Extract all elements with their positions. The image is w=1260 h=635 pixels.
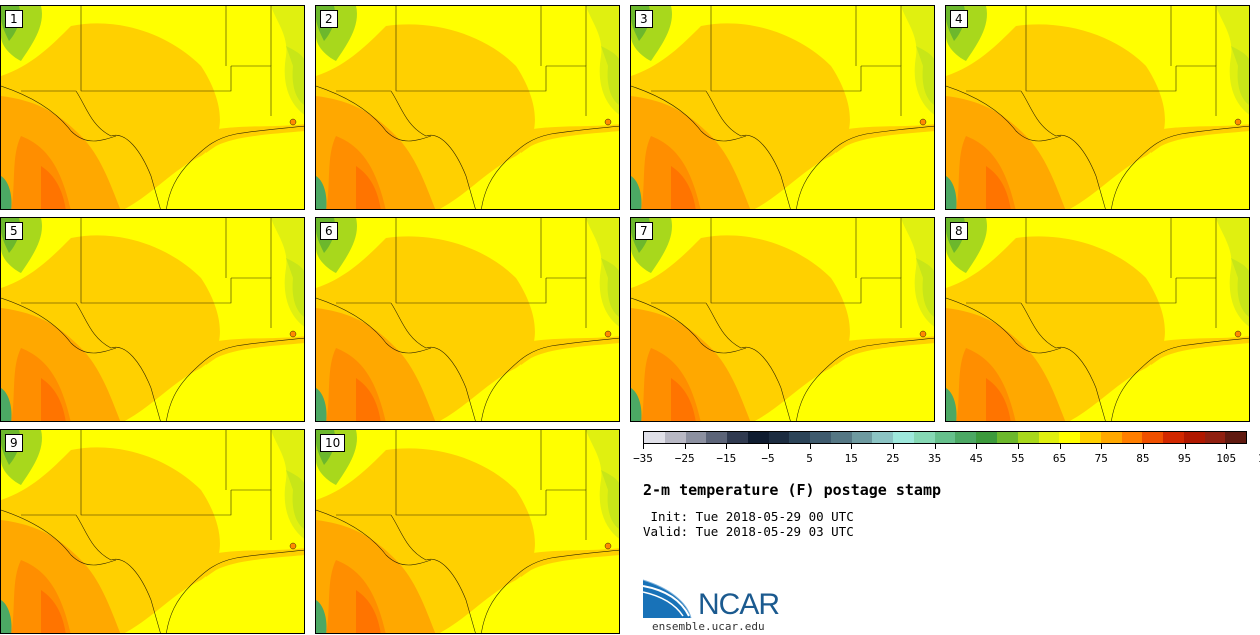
colorbar-tick xyxy=(976,444,978,449)
colorbar-swatch xyxy=(789,432,811,443)
colorbar-swatch xyxy=(685,432,707,443)
colorbar-tick-label: 15 xyxy=(844,452,858,465)
colorbar-tick xyxy=(1017,444,1019,449)
colorbar-swatch xyxy=(810,432,831,443)
colorbar-tick-label: 95 xyxy=(1177,452,1192,465)
map-panel-10: 10 xyxy=(315,429,620,634)
colorbar-swatch xyxy=(727,432,748,443)
colorbar-swatch xyxy=(1100,432,1122,443)
panel-number-label: 7 xyxy=(635,222,653,240)
temperature-colorbar xyxy=(643,431,1247,444)
colorbar-tick-label: −35 xyxy=(633,452,653,465)
colorbar-swatch xyxy=(955,432,977,443)
colorbar-swatch xyxy=(1183,432,1205,443)
colorbar-tick xyxy=(684,444,686,449)
ensemble-url[interactable]: ensemble.ucar.edu xyxy=(652,620,765,633)
colorbar-swatch xyxy=(706,432,728,443)
colorbar-swatch xyxy=(664,432,686,443)
valid-time: Valid: Tue 2018-05-29 03 UTC xyxy=(643,524,854,539)
panel-number-label: 6 xyxy=(320,222,338,240)
colorbar-swatch xyxy=(747,432,769,443)
colorbar-swatch xyxy=(1225,432,1247,443)
colorbar-tick-label: 35 xyxy=(927,452,942,465)
colorbar-tick xyxy=(643,444,644,449)
init-time: Init: Tue 2018-05-29 00 UTC xyxy=(643,509,854,524)
panel-number-label: 3 xyxy=(635,10,653,28)
colorbar-swatch xyxy=(997,432,1018,443)
map-panel-7: 7 xyxy=(630,217,935,422)
panel-number-label: 4 xyxy=(950,10,968,28)
colorbar-tick-label: −15 xyxy=(716,452,737,465)
colorbar-tick xyxy=(1142,444,1144,449)
colorbar-tick-label: −5 xyxy=(761,452,775,465)
colorbar-tick-label: −25 xyxy=(674,452,695,465)
colorbar-swatch xyxy=(1080,432,1101,443)
colorbar-swatch xyxy=(1059,432,1081,443)
colorbar-swatch xyxy=(1204,432,1226,443)
colorbar-swatch xyxy=(976,432,998,443)
colorbar-swatch xyxy=(644,432,665,443)
colorbar-swatch xyxy=(934,432,956,443)
colorbar-tick xyxy=(1184,444,1186,449)
colorbar-swatch xyxy=(1163,432,1184,443)
colorbar-tick-label: 25 xyxy=(886,452,900,465)
map-panel-5: 5 xyxy=(0,217,305,422)
colorbar-tick xyxy=(1226,444,1228,449)
colorbar-tick-label: 85 xyxy=(1136,452,1150,465)
map-panel-4: 4 xyxy=(945,5,1250,210)
ncar-logo-text: NCAR xyxy=(698,588,780,621)
colorbar-tick xyxy=(767,444,769,449)
colorbar-swatch xyxy=(913,432,935,443)
colorbar-tick xyxy=(1059,444,1061,449)
map-panel-3: 3 xyxy=(630,5,935,210)
panel-number-label: 5 xyxy=(5,222,23,240)
colorbar-tick xyxy=(851,444,853,449)
panel-number-label: 2 xyxy=(320,10,338,28)
colorbar-tick xyxy=(809,444,811,449)
colorbar-swatch xyxy=(1017,432,1039,443)
map-panel-1: 1 xyxy=(0,5,305,210)
panel-number-label: 10 xyxy=(320,434,346,452)
colorbar-swatch xyxy=(893,432,914,443)
panel-number-label: 1 xyxy=(5,10,23,28)
map-panel-8: 8 xyxy=(945,217,1250,422)
panel-number-label: 8 xyxy=(950,222,968,240)
colorbar-tick-label: 55 xyxy=(1011,452,1025,465)
colorbar-swatch xyxy=(1038,432,1060,443)
figure-title: 2-m temperature (F) postage stamp xyxy=(643,481,942,499)
colorbar-swatch xyxy=(830,432,852,443)
map-panel-9: 9 xyxy=(0,429,305,634)
colorbar-swatch xyxy=(872,432,894,443)
colorbar-tick-label: 5 xyxy=(806,452,813,465)
colorbar-swatch xyxy=(768,432,790,443)
colorbar-tick xyxy=(1101,444,1103,449)
map-panel-2: 2 xyxy=(315,5,620,210)
colorbar-tick xyxy=(726,444,728,449)
colorbar-tick-label: 105 xyxy=(1216,452,1237,465)
map-panel-6: 6 xyxy=(315,217,620,422)
colorbar-swatch xyxy=(1142,432,1164,443)
colorbar-tick xyxy=(892,444,894,449)
colorbar-ticks: −35 −25 −15 −5 5 15 25 35 45 55 65 75 85 95 105 115 xyxy=(633,444,1260,468)
colorbar-swatch xyxy=(851,432,873,443)
colorbar-tick-label: 45 xyxy=(969,452,983,465)
colorbar-tick-label: 115 xyxy=(1258,452,1260,465)
colorbar-tick-label: 75 xyxy=(1094,452,1108,465)
colorbar-tick xyxy=(934,444,936,449)
panel-number-label: 9 xyxy=(5,434,23,452)
colorbar-tick-label: 65 xyxy=(1052,452,1067,465)
colorbar-swatch xyxy=(1121,432,1143,443)
ncar-logo-icon xyxy=(643,579,692,619)
